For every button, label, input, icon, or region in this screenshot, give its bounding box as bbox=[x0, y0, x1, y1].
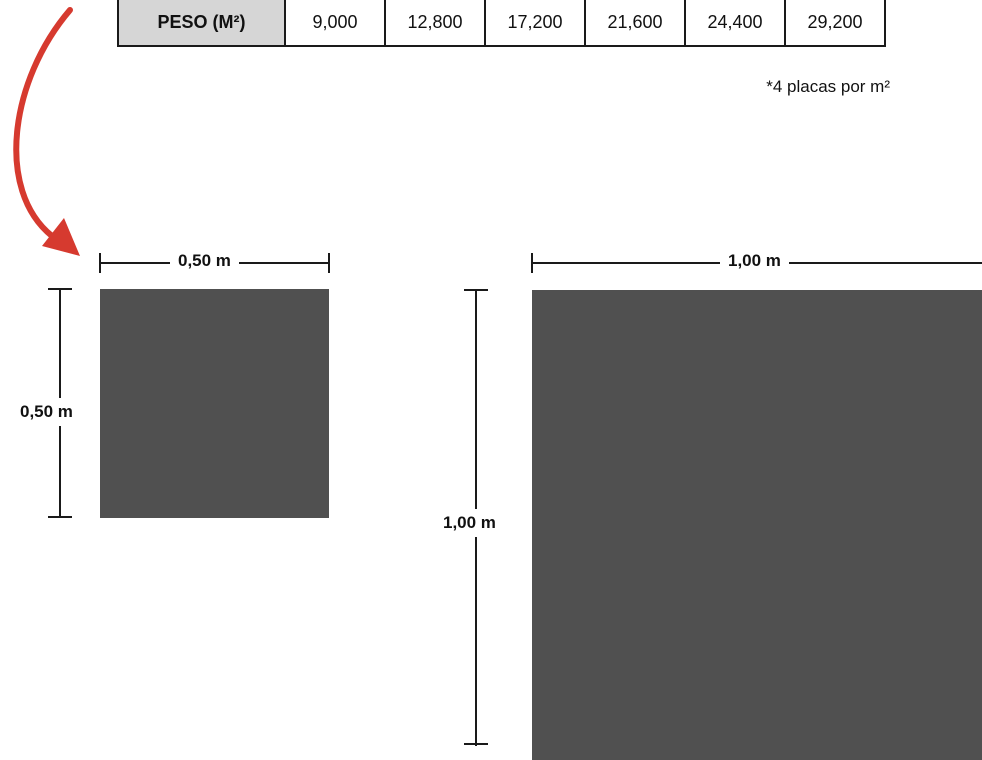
weight-table: PESO (M²) 9,000 12,800 17,200 21,600 24,… bbox=[117, 0, 886, 47]
table-row: PESO (M²) 9,000 12,800 17,200 21,600 24,… bbox=[117, 0, 886, 47]
table-header-cell: PESO (M²) bbox=[117, 0, 286, 47]
table-cell: 9,000 bbox=[284, 0, 386, 47]
table-cell: 24,400 bbox=[684, 0, 786, 47]
table-cell: 12,800 bbox=[384, 0, 486, 47]
table-cell: 17,200 bbox=[484, 0, 586, 47]
table-cell: 29,200 bbox=[784, 0, 886, 47]
large-height-label: 1,00 m bbox=[437, 509, 502, 537]
large-width-label: 1,00 m bbox=[720, 251, 789, 271]
small-width-label: 0,50 m bbox=[170, 251, 239, 271]
small-plate bbox=[100, 289, 329, 518]
curved-arrow-icon bbox=[13, 7, 80, 256]
large-plate bbox=[532, 290, 982, 760]
table-cell: 21,600 bbox=[584, 0, 686, 47]
footnote: *4 placas por m² bbox=[766, 77, 890, 96]
small-height-label: 0,50 m bbox=[14, 398, 79, 426]
